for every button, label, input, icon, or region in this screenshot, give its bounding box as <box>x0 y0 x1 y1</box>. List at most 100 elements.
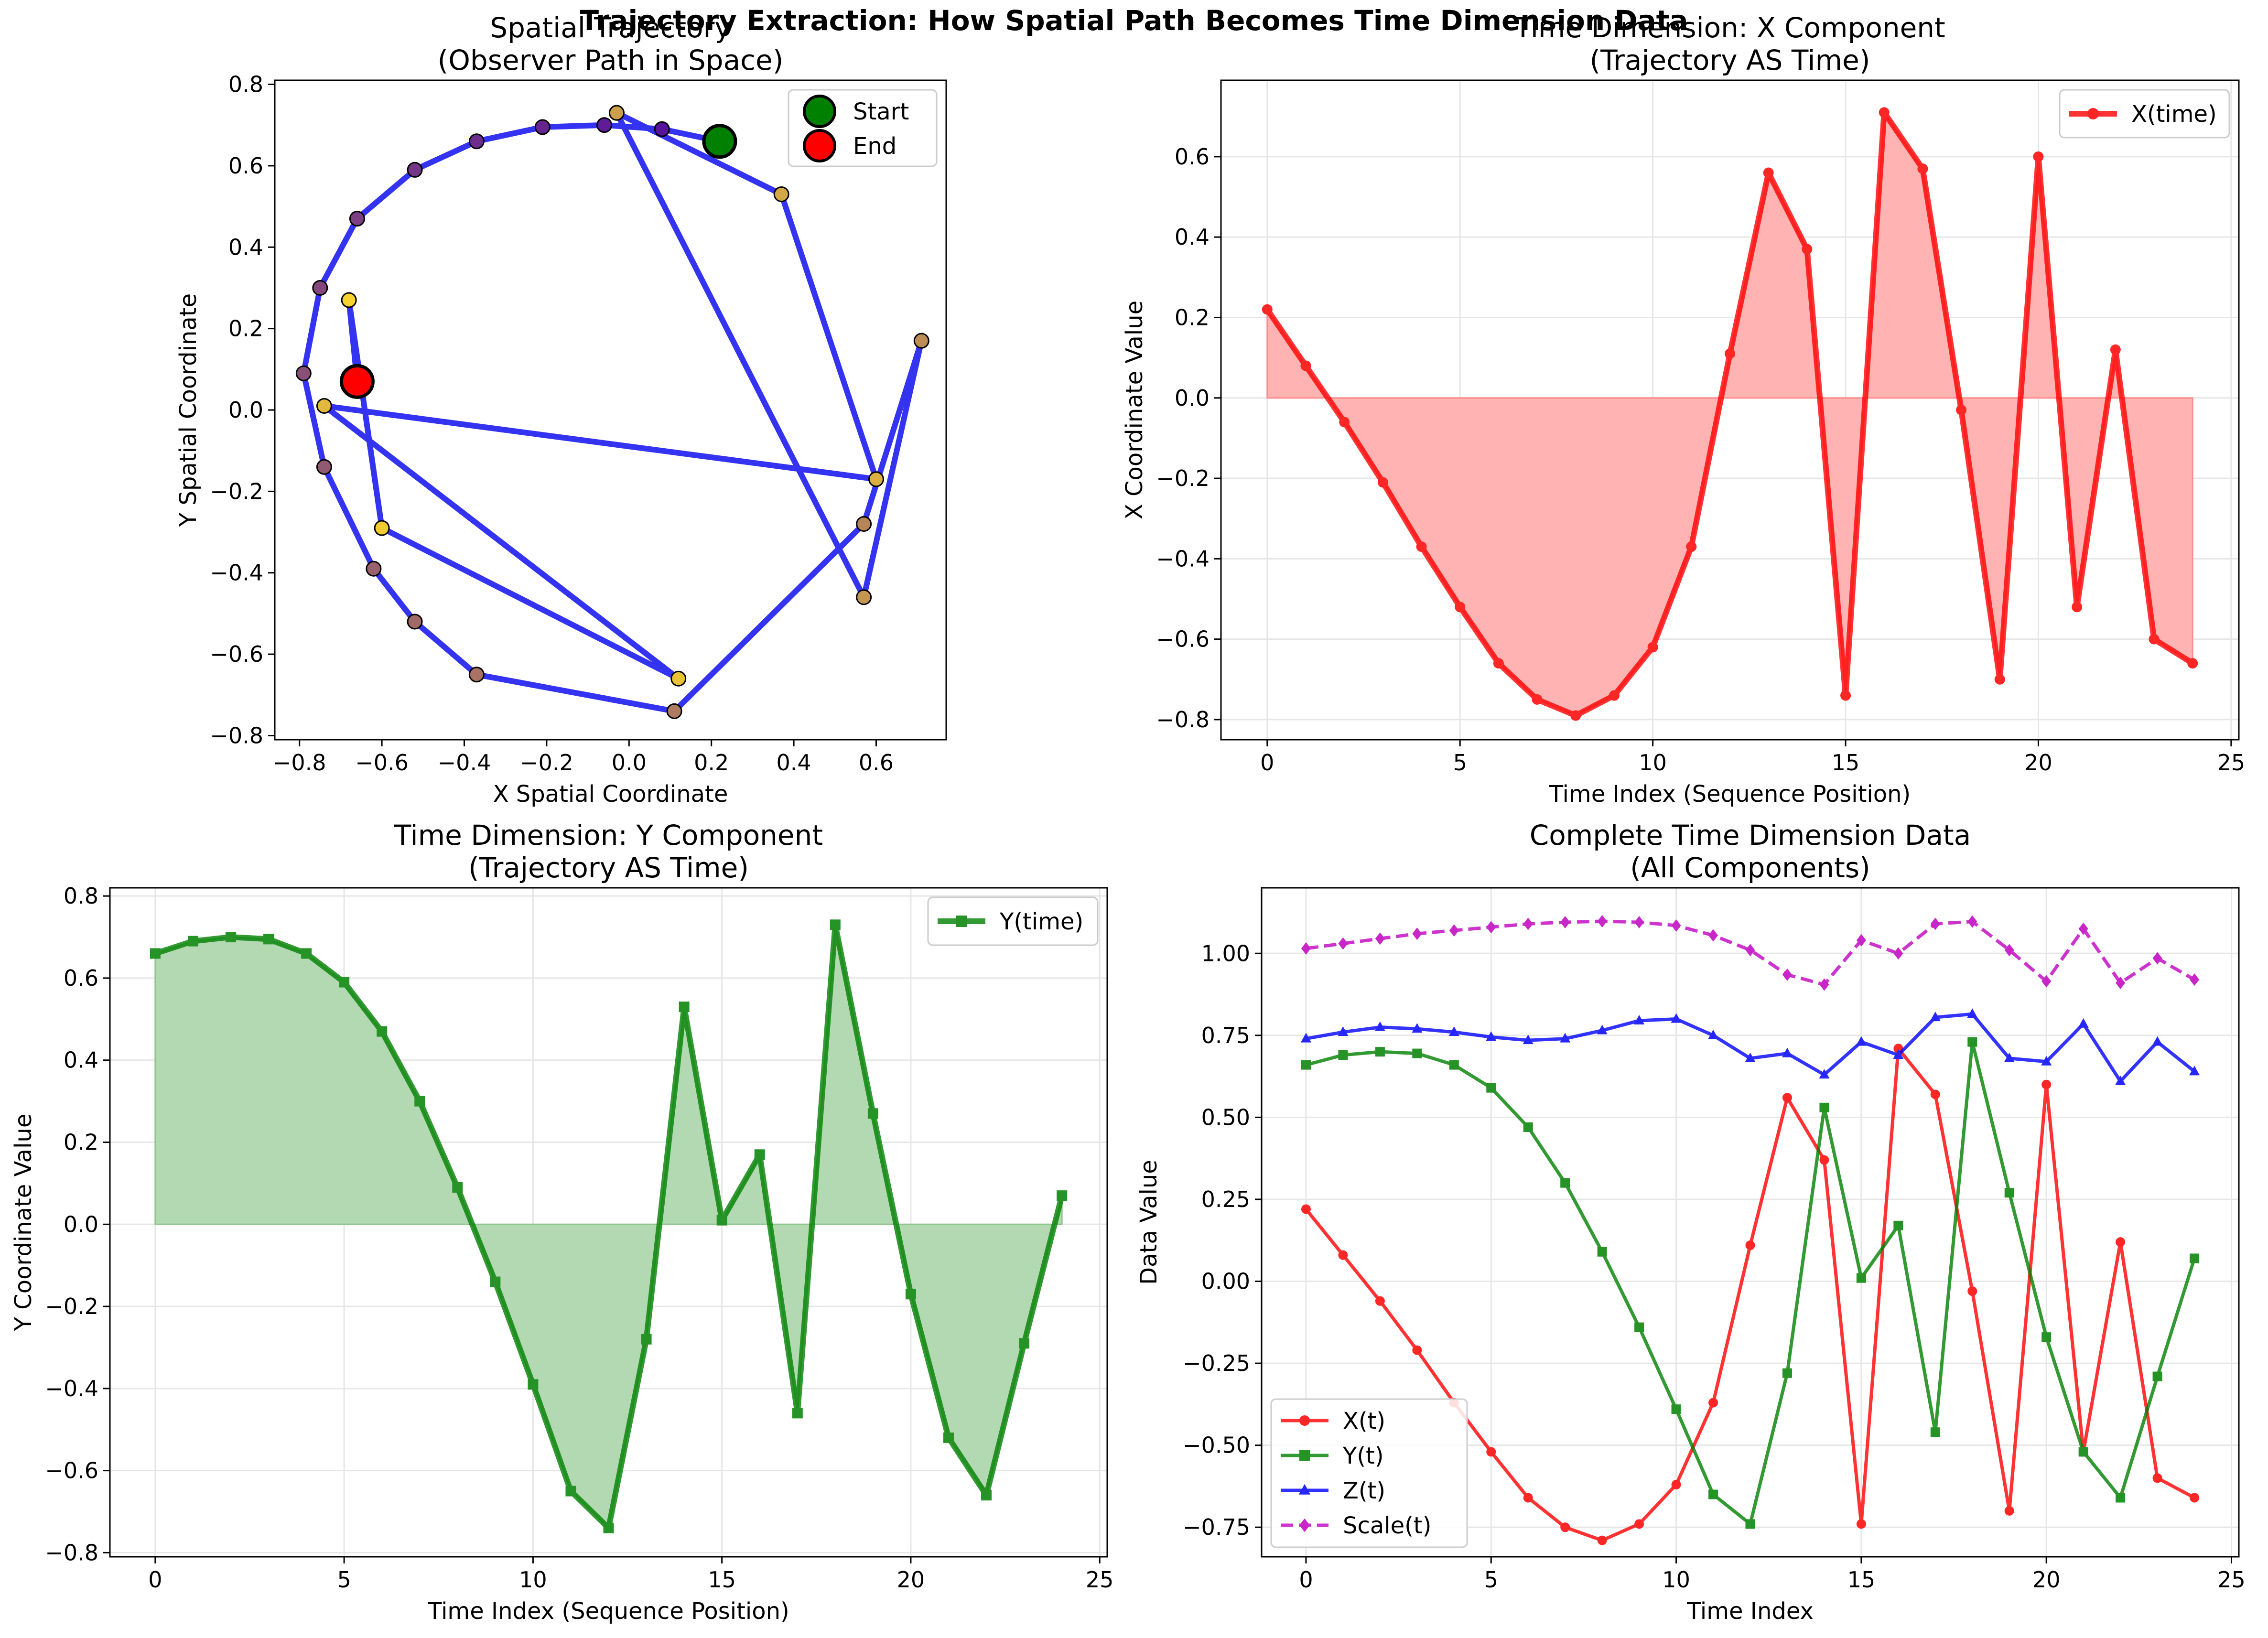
ycomp-point <box>414 1096 425 1107</box>
point-yt <box>1523 1122 1533 1132</box>
xcomp-point <box>1802 244 1813 255</box>
trajectory-point <box>868 471 884 487</box>
all-ytick-label: 1.00 <box>1201 940 1250 966</box>
point-zt <box>1560 1033 1571 1043</box>
all-frame <box>1261 887 2240 1558</box>
all-xtick-label: 10 <box>1662 1567 1690 1593</box>
ycomp-point <box>565 1486 576 1497</box>
point-zt <box>1930 1012 1941 1022</box>
ycomp-ytick-label: −0.2 <box>45 1293 98 1319</box>
all-xtick-label: 0 <box>1299 1567 1313 1593</box>
ycomp-point <box>263 934 274 945</box>
point-yt <box>1486 1083 1496 1093</box>
point-yt <box>1745 1519 1755 1529</box>
point-scalet <box>1560 916 1570 929</box>
point-yt <box>2116 1493 2126 1503</box>
point-scalet <box>1856 934 1866 947</box>
series-line-zt <box>1306 1012 2196 1083</box>
point-yt <box>2190 1253 2200 1263</box>
point-scalet <box>2116 977 2126 990</box>
ycomp-xtick-label: 5 <box>337 1567 351 1593</box>
point-yt <box>1634 1322 1644 1332</box>
spatial-xtick-label: −0.6 <box>355 750 409 776</box>
point-xt <box>2152 1473 2162 1483</box>
point-zt <box>1819 1069 1830 1079</box>
ycomp-legend <box>927 896 1099 946</box>
ycomp-xtick-label: 10 <box>519 1567 547 1593</box>
xcomp-ytick-label: 0.0 <box>1175 385 1210 411</box>
xcomp-title-line2: (Trajectory AS Time) <box>1590 44 1870 76</box>
point-yt <box>2004 1188 2014 1198</box>
point-xt <box>1634 1519 1644 1529</box>
ycomp-point <box>339 977 350 988</box>
spatial-ytick-label: 0.8 <box>228 72 263 97</box>
spatial-xtick-label: −0.4 <box>438 750 491 776</box>
spatial-ytick-label: 0.0 <box>228 397 263 423</box>
ycomp-ytick-label: 0.2 <box>64 1130 98 1155</box>
all-ytick-label: −0.50 <box>1183 1433 1250 1458</box>
point-scalet <box>1671 919 1681 932</box>
point-xt <box>1967 1286 1977 1296</box>
ycomp-axes: 0 5 10 15 20 25 −0.8 −0.6 −0.4 −0.2 0.0 0.2 0.4 0.6 0.… <box>10 819 1113 1625</box>
ycomp-point <box>603 1522 614 1533</box>
xcomp-axes: 0 5 10 15 20 25 −0.8 −0.6 −0.4 −0.2 0.0 0.2 0.4 0.6 Ti… <box>1121 11 2245 808</box>
point-yt <box>1671 1404 1681 1414</box>
point-yt <box>1819 1102 1829 1112</box>
ycomp-ytick-label: 0.4 <box>64 1047 98 1073</box>
ycomp-legend-label: Y(time) <box>999 908 1083 935</box>
point-yt <box>1708 1489 1718 1499</box>
ycomp-area-fill <box>154 925 1063 1530</box>
point-yt <box>1930 1427 1940 1437</box>
legend-end-swatch <box>803 129 836 162</box>
trajectory-point <box>468 667 485 683</box>
xcomp-point <box>1532 694 1543 705</box>
xcomp-xtick-label: 25 <box>2217 750 2246 776</box>
xcomp-point <box>1300 360 1311 371</box>
xcomp-point <box>1725 348 1735 359</box>
xcomp-point <box>1609 690 1620 701</box>
point-zt <box>2078 1018 2089 1028</box>
all-xtick-label: 5 <box>1484 1567 1498 1593</box>
ycomp-point <box>301 948 312 959</box>
point-yt <box>1560 1178 1570 1188</box>
point-xt <box>1856 1519 1866 1529</box>
point-yt <box>2152 1371 2162 1381</box>
xcomp-ytick-label: 0.6 <box>1175 144 1210 170</box>
point-scalet <box>1745 944 1755 957</box>
point-zt <box>2041 1056 2052 1066</box>
point-zt <box>1486 1031 1497 1041</box>
xcomp-point <box>2187 658 2198 669</box>
legend-start-swatch <box>803 95 836 128</box>
ycomp-point <box>679 1002 690 1013</box>
trajectory-point <box>295 365 312 381</box>
legend-end-label: End <box>853 133 896 160</box>
point-zt <box>1523 1035 1534 1045</box>
point-yt <box>1375 1047 1385 1057</box>
ycomp-point <box>867 1108 878 1119</box>
point-zt <box>1893 1049 1904 1059</box>
point-zt <box>1597 1024 1608 1035</box>
point-zt <box>1412 1023 1423 1033</box>
trajectory-point <box>913 333 929 349</box>
ycomp-point <box>943 1432 954 1443</box>
xcomp-point <box>1493 658 1504 669</box>
trajectory-point <box>316 459 332 475</box>
point-scalet <box>1782 968 1792 981</box>
point-scalet <box>1449 924 1459 937</box>
xcomp-point <box>1763 167 1774 178</box>
point-yt <box>1301 1060 1311 1070</box>
point-scalet <box>1338 937 1348 950</box>
xcomp-point <box>1647 642 1658 653</box>
spatial-axes: −0.8 −0.6 −0.4 −0.2 0.0 0.2 0.4 0.6 −0.8 −0.6 −0.4… <box>175 11 947 808</box>
point-zt <box>1967 1008 1978 1018</box>
point-yt <box>2041 1332 2052 1342</box>
point-xt <box>1782 1093 1792 1103</box>
xcomp-point <box>1570 710 1581 721</box>
point-zt <box>1745 1052 1756 1062</box>
trajectory-point <box>856 516 872 532</box>
point-scalet <box>1708 929 1718 942</box>
all-xtick-label: 20 <box>2032 1567 2061 1593</box>
point-scalet <box>1375 932 1385 945</box>
figure-title: Trajectory Extraction: How Spatial Path … <box>580 4 1688 37</box>
point-scalet <box>1967 915 1977 928</box>
